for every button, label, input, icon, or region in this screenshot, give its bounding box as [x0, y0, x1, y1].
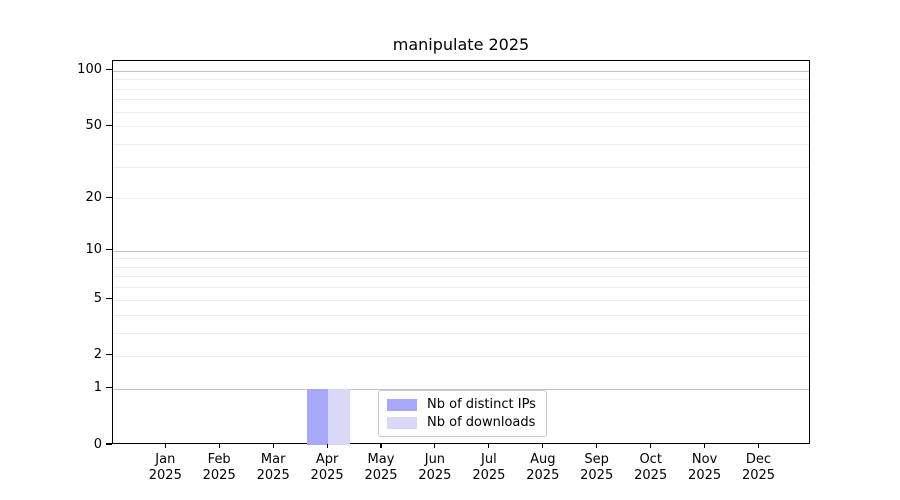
- x-tick-year: 2025: [526, 468, 560, 483]
- y-tick-mark: [106, 443, 112, 445]
- x-tick-year: 2025: [202, 468, 236, 483]
- x-tick-label: Feb 2025: [189, 452, 249, 484]
- minor-gridline: [113, 276, 809, 278]
- chart-title: manipulate 2025: [392, 35, 530, 54]
- minor-gridline: [113, 143, 809, 145]
- minor-gridline: [113, 88, 809, 90]
- x-tick-mark: [272, 444, 274, 448]
- legend-label-distinct-ips: Nb of distinct IPs: [427, 397, 536, 412]
- x-tick-mark: [218, 444, 220, 448]
- bar-distinct-ips: [306, 388, 329, 445]
- x-tick-year: 2025: [472, 468, 506, 483]
- minor-gridline: [113, 111, 809, 113]
- x-tick-year: 2025: [688, 468, 722, 483]
- x-tick-year: 2025: [256, 468, 290, 483]
- y-tick-label: 50: [85, 117, 102, 133]
- legend-entry-downloads: Nb of downloads: [387, 415, 538, 430]
- y-tick-mark: [106, 69, 112, 71]
- y-tick-mark: [106, 298, 112, 300]
- y-tick-label: 2: [93, 347, 102, 363]
- x-tick-mark: [488, 444, 490, 448]
- x-tick-mark: [434, 444, 436, 448]
- y-tick-label: 1: [93, 380, 102, 396]
- x-tick-label: Jul 2025: [459, 452, 519, 484]
- legend: Nb of distinct IPs Nb of downloads: [378, 390, 547, 437]
- major-gridline: [113, 250, 809, 252]
- x-tick-label: Sep 2025: [567, 452, 627, 484]
- x-tick-mark: [757, 444, 760, 448]
- y-tick-label: 10: [85, 242, 102, 258]
- x-tick-label: Jan 2025: [135, 452, 195, 484]
- y-tick-label: 100: [77, 62, 102, 78]
- y-tick-mark: [106, 196, 112, 198]
- minor-gridline: [113, 287, 809, 289]
- plot-area: [112, 60, 810, 445]
- x-tick-year: 2025: [634, 468, 668, 483]
- x-tick-year: 2025: [364, 468, 398, 483]
- y-tick-mark: [106, 249, 112, 251]
- minor-gridline: [113, 79, 809, 81]
- y-tick-mark: [106, 354, 112, 356]
- downloads-swatch: [387, 416, 417, 429]
- x-tick-label: Dec 2025: [729, 452, 789, 484]
- x-tick-label: Nov 2025: [675, 452, 735, 484]
- minor-gridline: [113, 258, 809, 260]
- minor-gridline: [113, 99, 809, 101]
- minor-gridline: [113, 266, 809, 268]
- x-tick-year: 2025: [418, 468, 452, 483]
- x-tick-label: May 2025: [351, 452, 411, 484]
- x-tick-mark: [326, 444, 328, 448]
- y-tick-mark: [106, 387, 112, 389]
- x-tick-mark: [650, 444, 652, 448]
- y-tick-label: 5: [93, 291, 102, 307]
- minor-gridline: [113, 355, 809, 357]
- x-tick-label: Apr 2025: [297, 452, 357, 484]
- minor-gridline: [113, 166, 809, 168]
- x-tick-year: 2025: [741, 468, 776, 483]
- x-tick-mark: [704, 444, 706, 448]
- legend-entry-distinct-ips: Nb of distinct IPs: [387, 397, 538, 412]
- minor-gridline: [113, 314, 809, 316]
- y-tick-label: 20: [85, 189, 102, 205]
- x-tick-mark: [164, 444, 166, 448]
- legend-label-downloads: Nb of downloads: [427, 415, 536, 430]
- x-tick-label: Jun 2025: [405, 452, 465, 484]
- x-tick-year: 2025: [580, 468, 614, 483]
- x-tick-year: 2025: [310, 468, 344, 483]
- x-tick-mark: [380, 444, 382, 448]
- distinct-ips-swatch: [387, 398, 417, 411]
- y-tick-label: 0: [93, 436, 102, 452]
- x-tick-mark: [596, 444, 598, 448]
- x-tick-year: 2025: [148, 468, 182, 483]
- bar-downloads: [328, 388, 350, 445]
- x-tick-label: Aug 2025: [513, 452, 573, 484]
- x-tick-mark: [542, 444, 544, 448]
- minor-gridline: [113, 299, 809, 301]
- minor-gridline: [113, 332, 809, 334]
- y-tick-mark: [106, 124, 112, 126]
- x-tick-label: Oct 2025: [621, 452, 681, 484]
- major-gridline: [113, 388, 809, 390]
- minor-gridline: [113, 198, 809, 200]
- minor-gridline: [113, 126, 809, 128]
- x-tick-label: Mar 2025: [243, 452, 303, 484]
- major-gridline: [113, 70, 809, 72]
